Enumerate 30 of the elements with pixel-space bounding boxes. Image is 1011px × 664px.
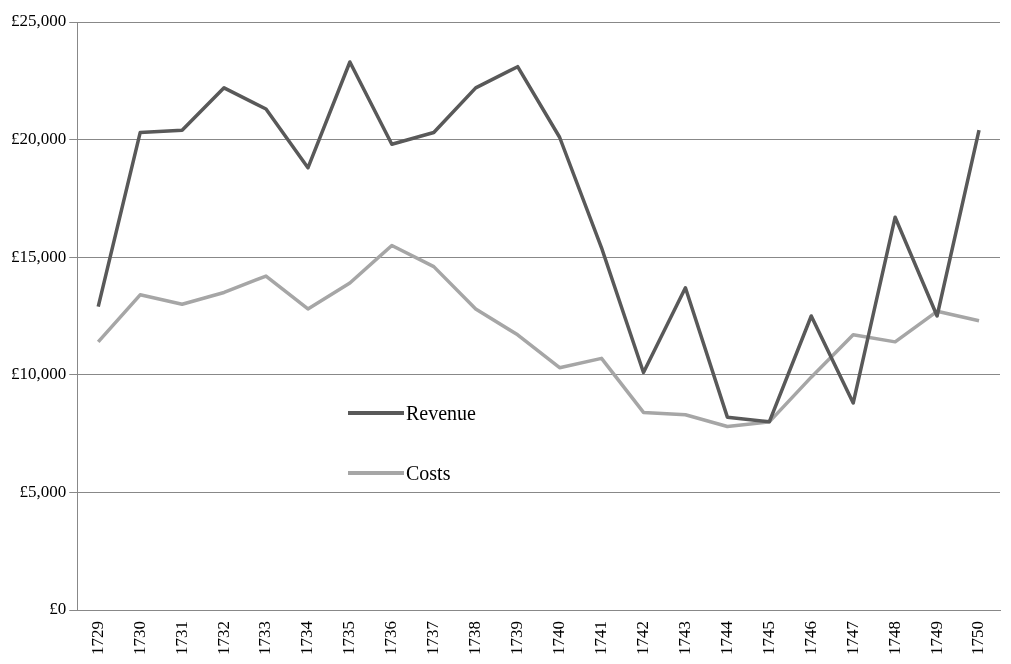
- x-tick-label: 1750: [968, 621, 988, 655]
- y-tick-label: £0: [49, 599, 67, 619]
- legend-label: Revenue: [406, 401, 476, 425]
- x-tick-label: 1735: [339, 621, 359, 655]
- x-tick-label: 1736: [381, 621, 401, 655]
- x-tick-label: 1743: [674, 621, 694, 655]
- y-tick-label: £15,000: [11, 246, 67, 266]
- x-tick-label: 1731: [171, 621, 191, 655]
- x-tick-label: 1747: [842, 620, 862, 655]
- x-tick-label: 1745: [758, 621, 778, 655]
- x-tick-label: 1740: [549, 621, 569, 655]
- y-tick-label: £5,000: [19, 481, 67, 501]
- x-tick-label: 1742: [632, 621, 652, 655]
- x-tick-label: 1746: [800, 621, 820, 655]
- x-tick-label: 1748: [884, 621, 904, 655]
- y-tick-label: £10,000: [11, 364, 67, 384]
- y-tick-label: £20,000: [11, 129, 67, 149]
- y-tick-label: £25,000: [11, 11, 67, 31]
- x-tick-label: 1744: [716, 620, 736, 655]
- x-tick-label: 1739: [507, 621, 527, 655]
- legend-label: Costs: [406, 461, 451, 485]
- x-tick-label: 1737: [423, 620, 443, 655]
- x-tick-label: 1732: [213, 621, 233, 655]
- x-tick-label: 1741: [591, 621, 611, 655]
- x-tick-label: 1749: [926, 621, 946, 655]
- x-tick-label: 1729: [87, 621, 107, 655]
- x-tick-label: 1734: [297, 620, 317, 655]
- x-tick-label: 1733: [255, 621, 275, 655]
- x-tick-label: 1738: [465, 621, 485, 655]
- x-tick-label: 1730: [129, 621, 149, 655]
